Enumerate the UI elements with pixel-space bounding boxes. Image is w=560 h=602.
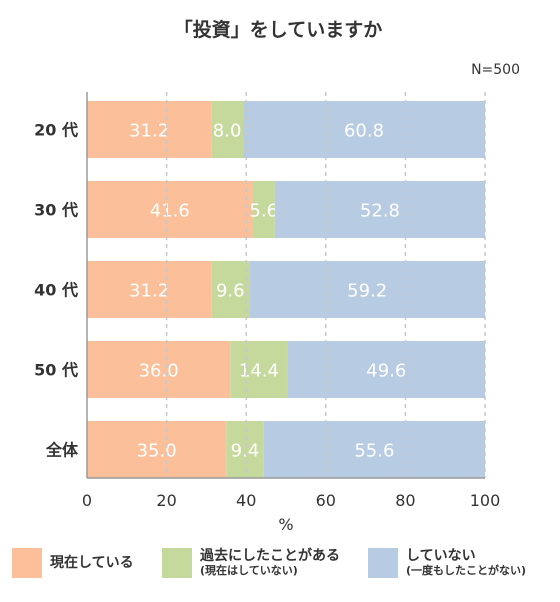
x-tick-label: 0: [82, 491, 92, 510]
legend-swatch-never: [368, 548, 398, 578]
data-label: 41.6: [150, 201, 190, 222]
bar-segment: [252, 181, 275, 238]
data-label: 9.4: [231, 441, 260, 462]
bar-segment: [243, 101, 485, 158]
bar-segment: [87, 101, 212, 158]
legend-sublabel-never: (一度もしたことがない): [406, 564, 527, 577]
sample-size-note: N=500: [471, 62, 520, 78]
data-label: 55.6: [354, 441, 394, 462]
legend-swatch-current: [12, 548, 42, 578]
bar-segment: [87, 341, 231, 398]
data-label: 49.6: [366, 361, 406, 382]
x-tick-label: 40: [236, 491, 256, 510]
legend-label-never: していない: [406, 548, 476, 564]
bar-segment: [226, 421, 264, 478]
data-label: 8.0: [213, 121, 242, 142]
data-label: 5.6: [249, 201, 278, 222]
bar-segment: [287, 341, 485, 398]
legend-item-current: 現在している: [12, 548, 134, 578]
y-tick-label: 全体: [45, 441, 79, 460]
legend-item-never: していない (一度もしたことがない): [368, 548, 526, 578]
bar-segment: [263, 421, 485, 478]
legend-item-past: 過去にしたことがある (現在はしていない): [162, 548, 340, 578]
bar-segment: [211, 261, 250, 318]
bar-segment: [87, 261, 212, 318]
x-tick-label: 80: [395, 491, 415, 510]
x-tick-label: 60: [316, 491, 336, 510]
data-label: 9.6: [216, 281, 245, 302]
bar-segment: [230, 341, 288, 398]
data-label: 31.2: [129, 121, 169, 142]
bar-segment: [249, 261, 485, 318]
y-tick-label: 30 代: [34, 201, 78, 220]
data-label: 60.8: [344, 121, 384, 142]
bar-segment: [274, 181, 485, 238]
x-axis-label: %: [278, 515, 293, 534]
data-label: 36.0: [139, 361, 179, 382]
chart-title: 「投資」をしていますか: [174, 18, 382, 41]
legend-label-current: 現在している: [50, 555, 134, 571]
data-label: 14.4: [239, 361, 279, 382]
data-label: 52.8: [360, 201, 400, 222]
legend-label-past: 過去にしたことがある: [200, 548, 340, 564]
legend-sublabel-past: (現在はしていない): [200, 564, 298, 577]
data-label: 35.0: [137, 441, 177, 462]
y-tick-label: 20 代: [34, 121, 78, 140]
bar-segment: [87, 181, 253, 238]
bar-segment: [211, 101, 244, 158]
y-tick-label: 40 代: [34, 281, 78, 300]
data-label: 31.2: [129, 281, 169, 302]
bar-segment: [87, 421, 227, 478]
x-tick-label: 20: [156, 491, 176, 510]
legend: 現在している 過去にしたことがある (現在はしていない) していない (一度もし…: [0, 548, 560, 588]
data-label: 59.2: [347, 281, 387, 302]
y-tick-label: 50 代: [34, 361, 78, 380]
legend-swatch-past: [162, 548, 192, 578]
x-tick-label: 100: [470, 491, 501, 510]
